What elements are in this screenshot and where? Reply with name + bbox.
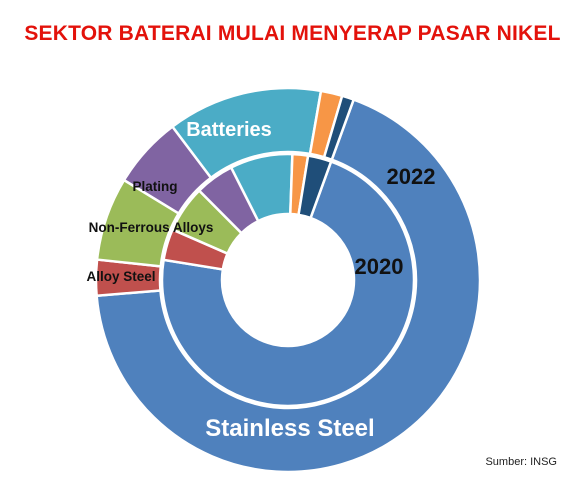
label-year-2020: 2020 [355,254,404,279]
slice-2022-stainless-steel [95,97,482,474]
chart-title: SEKTOR BATERAI MULAI MENYERAP PASAR NIKE… [24,22,561,45]
label-alloy-steel: Alloy Steel [86,269,155,284]
label-non-ferrous-alloys: Non-Ferrous Alloys [89,220,214,235]
label-year-2022: 2022 [387,164,436,189]
slice-2020-other-navy [297,154,333,220]
slice-2020-stainless-steel [160,159,416,408]
label-batteries: Batteries [186,119,272,141]
label-stainless-steel: Stainless Steel [205,415,374,442]
slice-2022-other-navy [322,94,356,162]
source-note: Sumber: INSG [485,456,557,468]
label-plating: Plating [132,179,177,194]
